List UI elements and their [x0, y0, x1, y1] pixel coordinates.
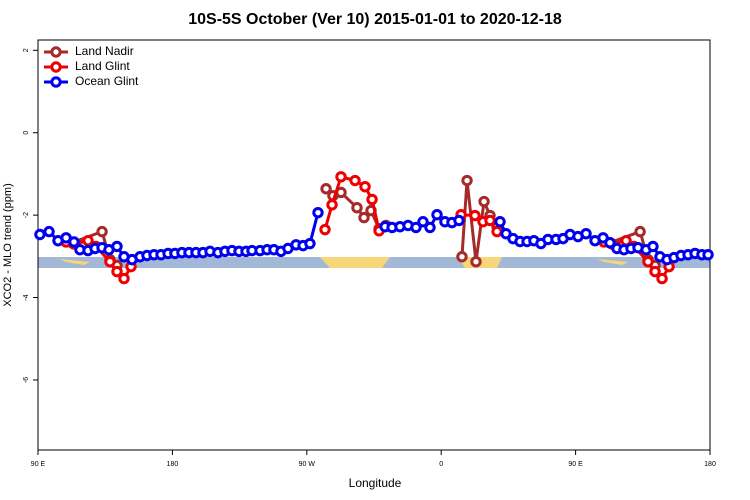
point [359, 180, 371, 193]
point [424, 221, 436, 234]
y-tick-label: -6 [23, 377, 30, 383]
point [642, 255, 654, 268]
point [469, 209, 481, 222]
legend-marker [50, 46, 62, 58]
point [34, 228, 46, 241]
point [104, 255, 116, 268]
point [351, 202, 363, 214]
point [634, 225, 646, 238]
point [82, 234, 94, 247]
chart-title: 10S-5S October (Ver 10) 2015-01-01 to 20… [188, 11, 562, 28]
point [319, 223, 331, 236]
x-tick-label: 90 E [568, 461, 583, 468]
y-tick-label: -4 [23, 294, 30, 300]
y-tick-label: 2 [23, 48, 30, 52]
point [68, 236, 80, 248]
x-tick-label: 90 W [299, 461, 316, 468]
x-tick-label: 180 [167, 461, 179, 468]
point [494, 216, 506, 228]
point [470, 255, 482, 268]
land [60, 259, 90, 265]
point [96, 225, 108, 238]
point [118, 272, 130, 285]
land [598, 259, 628, 265]
point [647, 240, 659, 253]
x-axis-label: Longitude [349, 476, 402, 490]
legend-label: Land Nadir [75, 44, 134, 58]
point [453, 214, 465, 227]
point [417, 216, 429, 228]
point [312, 206, 324, 219]
point [43, 225, 55, 238]
plot-frame [37, 39, 711, 451]
point [111, 265, 123, 278]
point [320, 183, 332, 195]
y-tick-label: -2 [23, 212, 30, 218]
land [320, 257, 390, 268]
point [456, 251, 468, 263]
point [410, 221, 422, 234]
point [656, 272, 668, 285]
point [366, 193, 378, 206]
point [604, 237, 616, 249]
point [431, 209, 443, 221]
point [491, 225, 503, 238]
x-tick-label: 90 E [31, 461, 46, 468]
point [461, 174, 473, 187]
point [702, 248, 714, 261]
point [649, 265, 661, 278]
point [335, 171, 347, 183]
y-tick-label: 0 [23, 131, 30, 135]
y-axis-label: XCO2 - MLO trend (ppm) [2, 183, 14, 306]
point [358, 211, 370, 224]
point [580, 227, 592, 240]
legend-marker [50, 76, 62, 88]
point [111, 240, 123, 253]
x-tick-label: 180 [704, 461, 716, 468]
legend-marker [50, 61, 62, 73]
point [349, 174, 361, 187]
point [304, 237, 316, 250]
x-tick-label: 0 [439, 461, 443, 468]
point [484, 214, 496, 227]
point [326, 199, 338, 211]
point [478, 195, 490, 208]
legend-label: Land Glint [75, 59, 130, 73]
legend-label: Ocean Glint [75, 74, 139, 88]
